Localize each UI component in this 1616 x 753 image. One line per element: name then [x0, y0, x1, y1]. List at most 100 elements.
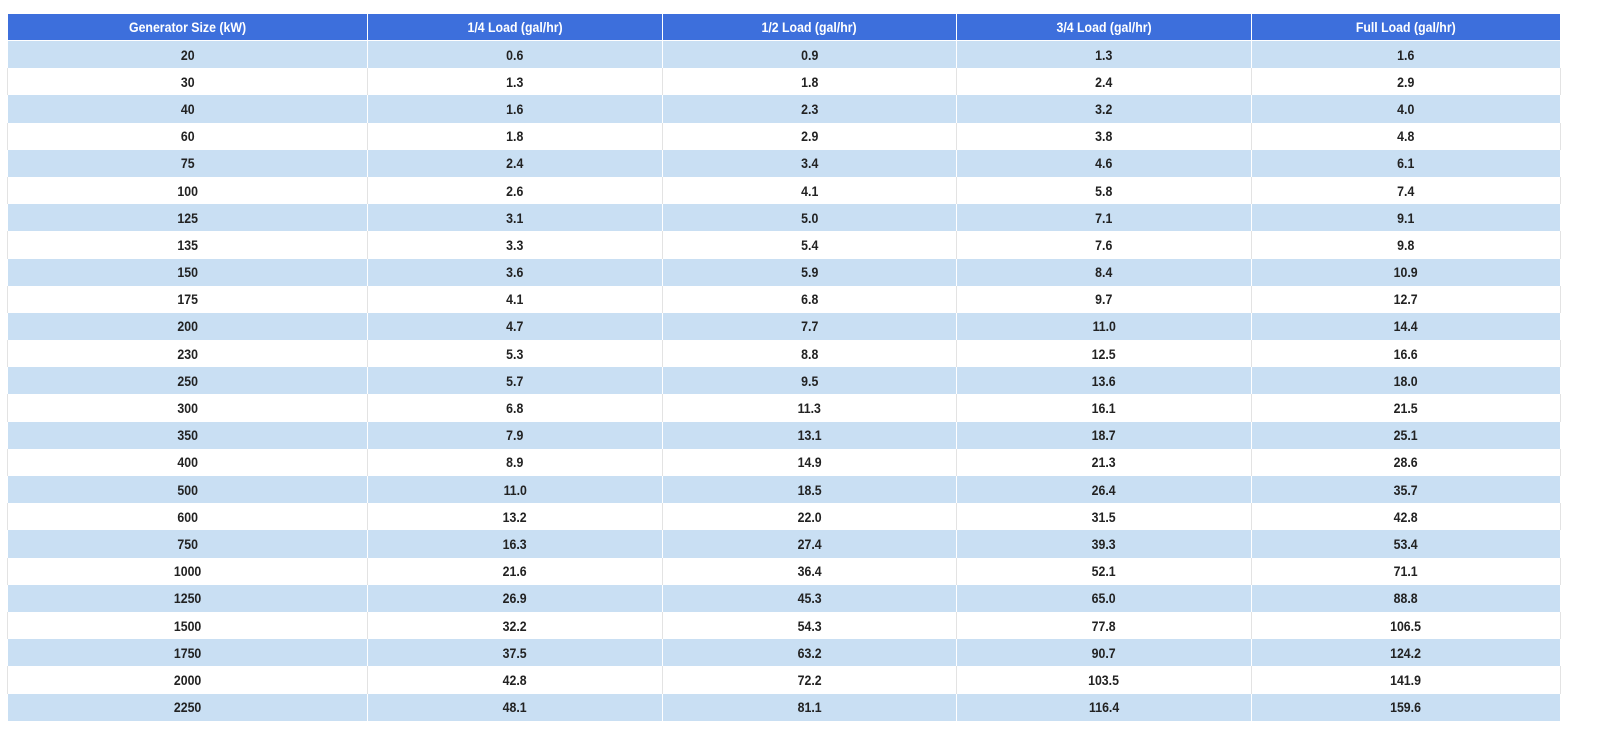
header-row: Generator Size (kW) 1/4 Load (gal/hr) 1/2 …: [7, 14, 1561, 41]
table-cell-text: 1500: [173, 617, 202, 634]
table-cell: 8.8: [662, 340, 957, 368]
table-cell: 1500: [7, 611, 368, 640]
table-cell: 14.9: [662, 448, 957, 476]
table-cell-text: 6.1: [1397, 155, 1415, 172]
table-cell: 22.0: [662, 503, 957, 531]
table-cell-text: 9.8: [1397, 236, 1415, 253]
table-cell: 5.7: [367, 367, 663, 395]
table-row: 750 16.3 27.4 39.3 53.4: [7, 530, 1561, 558]
table-cell-text: 106.5: [1390, 617, 1422, 634]
table-cell: 5.4: [662, 231, 957, 259]
table-cell: 6.1: [1251, 149, 1561, 177]
table-cell: 21.3: [956, 448, 1252, 476]
table-cell-text: 88.8: [1394, 590, 1418, 607]
table-cell: 175: [7, 285, 368, 313]
table-cell-text: 9.1: [1397, 209, 1415, 226]
table-cell-text: 5.7: [506, 372, 524, 389]
table-cell: 1750: [7, 639, 368, 667]
table-row: 350 7.9 13.1 18.7 25.1: [7, 421, 1561, 449]
table-cell: 4.0: [1251, 95, 1561, 123]
table-cell-text: 18.7: [1092, 427, 1116, 444]
table-cell: 60: [7, 122, 368, 150]
table-cell-text: 1.3: [506, 73, 524, 90]
table-cell: 8.9: [367, 448, 663, 476]
table-row: 1000 21.6 36.4 52.1 71.1: [7, 557, 1561, 585]
table-cell-text: 8.9: [506, 454, 524, 471]
table-cell-text: 53.4: [1394, 535, 1418, 552]
table-cell: 350: [7, 421, 368, 449]
table-cell-text: 9.7: [1095, 291, 1113, 308]
table-cell: 45.3: [662, 584, 957, 612]
table-cell-text: 75: [180, 155, 195, 172]
table-cell: 3.6: [367, 258, 663, 286]
table-cell: 12.7: [1251, 285, 1561, 313]
table-cell: 31.5: [956, 503, 1252, 531]
table-cell: 21.5: [1251, 394, 1561, 422]
table-cell: 100: [7, 176, 368, 205]
table-cell: 53.4: [1251, 530, 1561, 558]
table-cell-text: 2.4: [506, 155, 524, 172]
table-cell: 1250: [7, 584, 368, 612]
table-row: 100 2.6 4.1 5.8 7.4: [7, 176, 1561, 205]
table-cell: 2000: [7, 666, 368, 694]
table-cell-text: 5.4: [800, 236, 819, 253]
table-cell-text: 11.3: [797, 400, 822, 417]
table-cell: 71.1: [1251, 557, 1561, 585]
table-cell: 32.2: [367, 611, 663, 640]
table-cell-text: 11.0: [503, 481, 527, 498]
table-cell: 18.5: [662, 476, 957, 504]
table-cell-text: 39.3: [1092, 535, 1116, 552]
table-cell: 750: [7, 530, 368, 558]
table-row: 400 8.9 14.9 21.3 28.6: [7, 448, 1561, 476]
table-body: 20 0.6 0.9 1.3 1.6 30 1.3 1.8 2.4 2.9 40 1.6 2.3 3.2 4…: [7, 40, 1561, 721]
table-cell-text: 45.3: [797, 590, 822, 607]
table-cell-text: 125: [177, 209, 198, 226]
table-row: 230 5.3 8.8 12.5 16.6: [7, 340, 1561, 368]
table-cell-text: 14.9: [797, 454, 822, 471]
table-cell: 3.2: [956, 95, 1252, 123]
table-cell: 81.1: [662, 693, 957, 721]
table-cell-text: 71.1: [1394, 563, 1418, 580]
table-cell: 4.1: [662, 176, 957, 205]
header-cell-text: Generator Size (kW): [128, 19, 247, 35]
header-cell-text: 1/2 Load (gal/hr): [761, 19, 858, 35]
table-cell-text: 7.4: [1397, 182, 1415, 199]
table-cell-text: 750: [177, 535, 198, 552]
table-cell-text: 60: [180, 128, 195, 145]
table-cell-text: 7.7: [800, 318, 819, 335]
table-cell: 11.3: [662, 394, 957, 422]
table-cell-text: 14.4: [1394, 318, 1418, 335]
table-row: 600 13.2 22.0 31.5 42.8: [7, 503, 1561, 531]
table-cell: 4.6: [956, 149, 1252, 177]
table-cell-text: 36.4: [797, 563, 822, 580]
table-cell-text: 18.0: [1394, 372, 1418, 389]
table-cell-text: 40: [180, 100, 195, 117]
table-cell-text: 9.5: [800, 372, 819, 389]
table-cell-text: 2250: [173, 699, 202, 716]
table-cell: 4.7: [367, 312, 663, 341]
table-cell: 14.4: [1251, 312, 1561, 341]
table-cell-text: 8.4: [1095, 264, 1113, 281]
table-cell-text: 6.8: [800, 291, 819, 308]
table-cell: 5.0: [662, 204, 957, 232]
table-cell-text: 175: [177, 291, 198, 308]
table-cell: 3.3: [367, 231, 663, 259]
table-row: 1250 26.9 45.3 65.0 88.8: [7, 584, 1561, 612]
table-cell-text: 5.8: [1095, 182, 1113, 199]
table-cell-text: 21.6: [503, 563, 527, 580]
table-cell: 10.9: [1251, 258, 1561, 286]
table-cell-text: 400: [177, 454, 198, 471]
table-cell-text: 2000: [173, 671, 202, 688]
table-cell-text: 0.6: [506, 46, 524, 63]
header-cell-text: Full Load (gal/hr): [1356, 19, 1456, 35]
table-cell: 300: [7, 394, 368, 422]
table-cell-text: 5.9: [800, 264, 819, 281]
table-cell-text: 10.9: [1394, 264, 1418, 281]
table-row: 150 3.6 5.9 8.4 10.9: [7, 258, 1561, 286]
table-cell: 2.3: [662, 95, 957, 123]
table-cell: 5.8: [956, 176, 1252, 205]
table-cell-text: 20: [180, 46, 195, 63]
table-cell-text: 1250: [173, 590, 202, 607]
table-cell-text: 2.9: [800, 128, 819, 145]
